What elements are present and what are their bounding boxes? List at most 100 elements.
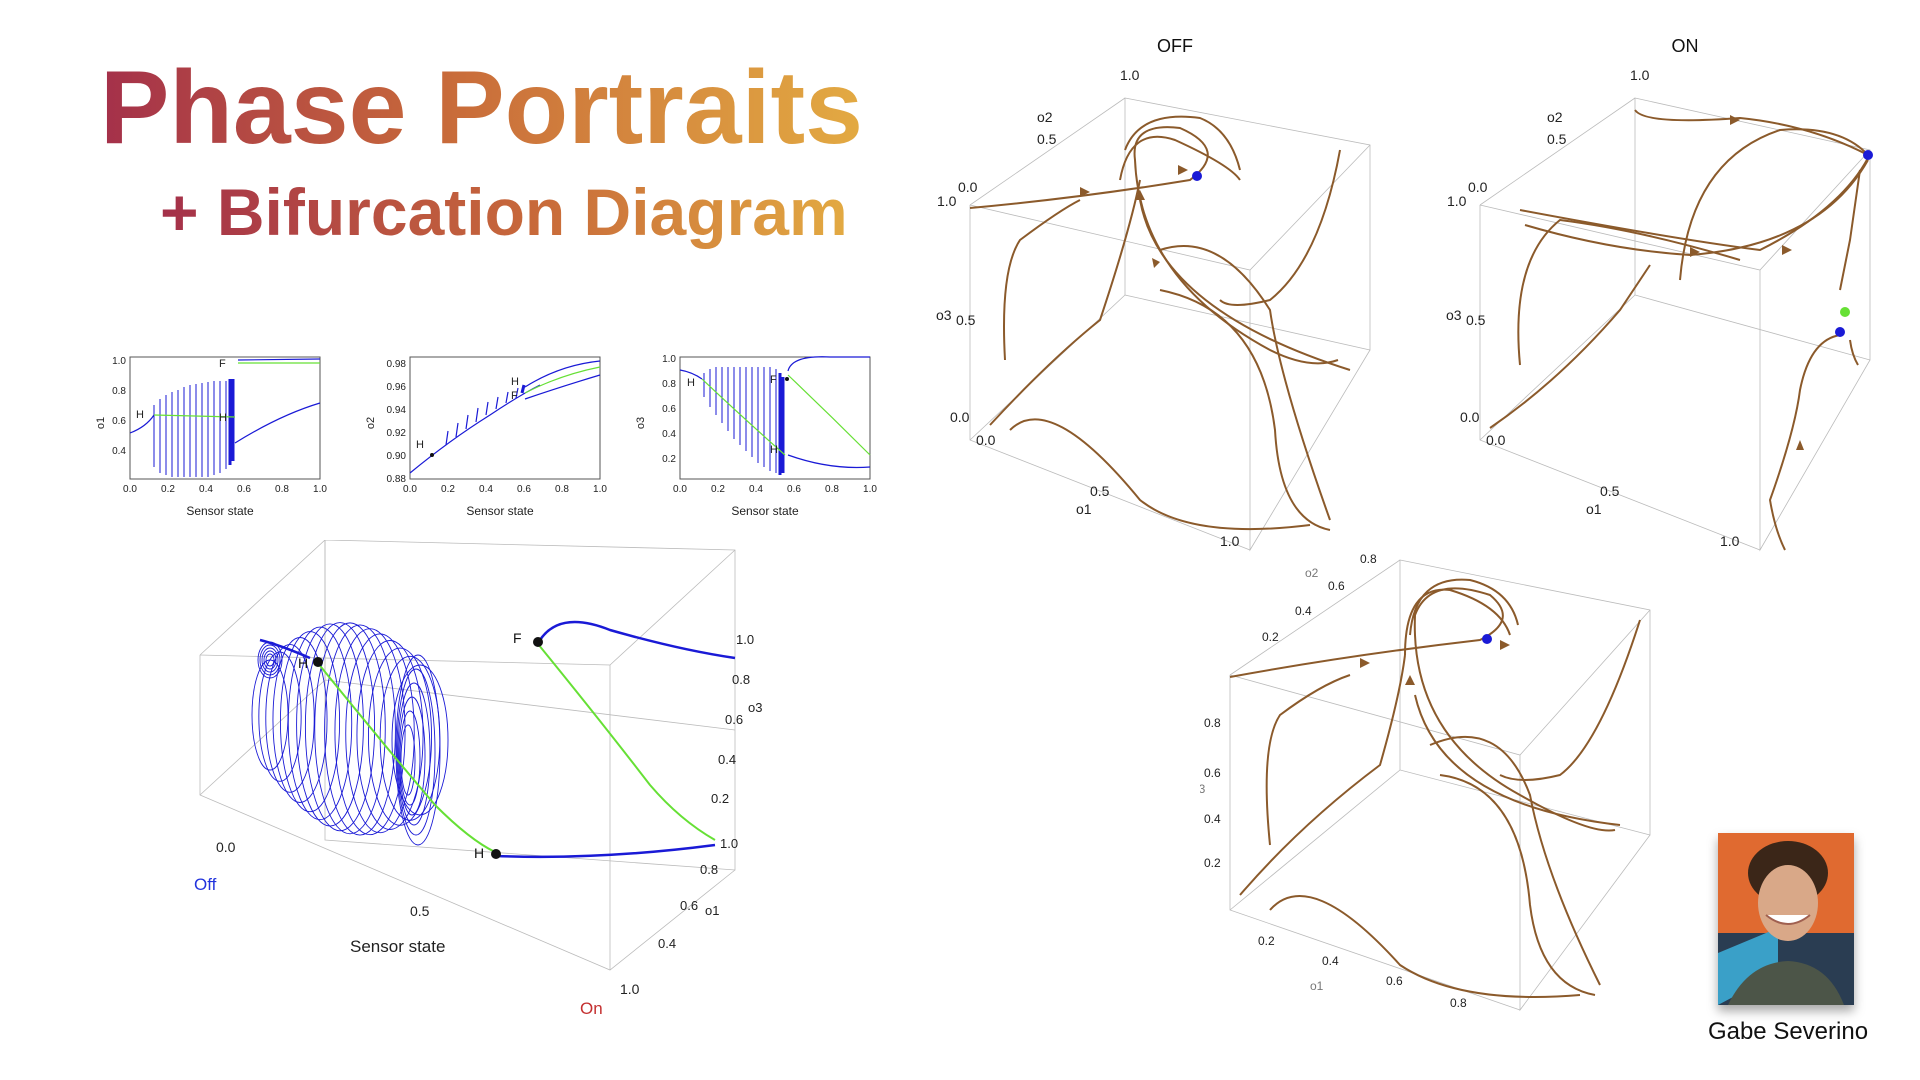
x-axis-label: Sensor state xyxy=(466,504,534,518)
o3-axis-label: o3 xyxy=(748,700,762,715)
x-tick: 0.6 xyxy=(517,484,531,495)
o2-tick: 1.0 xyxy=(1630,67,1650,83)
limit-cycle xyxy=(400,724,416,796)
hopf-mark: H xyxy=(219,412,227,424)
x-tick: 1.0 xyxy=(863,484,877,495)
o1-tick: 0.8 xyxy=(1450,996,1467,1010)
o2-tick: 1.0 xyxy=(1120,67,1140,83)
o3-tick: 0.6 xyxy=(725,712,743,727)
o1-axis-label: o1 xyxy=(1076,501,1092,517)
hopf-mark: H xyxy=(770,444,778,456)
limit-cycle xyxy=(396,668,436,836)
limit-cycle xyxy=(399,710,421,806)
limit-cycle xyxy=(259,644,281,676)
y-tick: 0.88 xyxy=(387,474,407,485)
o1-tick: 0.8 xyxy=(700,862,718,877)
x-tick: 0.8 xyxy=(275,484,289,495)
o1-tick: 1.0 xyxy=(1720,533,1740,549)
x-tick: 0.6 xyxy=(787,484,801,495)
limit-cycle xyxy=(314,622,386,835)
o1-axis-label: o1 xyxy=(705,903,719,918)
limit-cycle xyxy=(398,696,426,816)
x-tick: 0.0 xyxy=(123,484,137,495)
o3-tick: 1.0 xyxy=(937,193,957,209)
o2-tick: 0.2 xyxy=(1262,630,1279,644)
limit-cycle xyxy=(279,631,341,813)
x-tick: 0.6 xyxy=(237,484,251,495)
author-photo xyxy=(1718,833,1854,1005)
hopf-mark: H xyxy=(416,439,424,451)
bifurcation-plot-o1: H H F 1.0 0.8 0.6 0.4 0.0 0.2 0.4 0.6 0.… xyxy=(95,356,327,518)
x-tick: 0.4 xyxy=(479,484,493,495)
o2-tick: 0.4 xyxy=(1295,604,1312,618)
limit-cycle xyxy=(265,643,315,793)
slide-subtitle: + Bifurcation Diagram xyxy=(160,172,848,252)
y-tick: 0.8 xyxy=(112,386,126,397)
fold-mark: F xyxy=(513,630,522,646)
x-tick: 0.4 xyxy=(749,484,763,495)
o3-tick: 0.2 xyxy=(711,791,729,806)
x-tick: 0.2 xyxy=(161,484,175,495)
slide-title: Phase Portraits xyxy=(100,50,863,166)
hopf-mark: H xyxy=(687,377,695,389)
portrait-image xyxy=(1718,833,1854,1005)
o3-tick: 0.0 xyxy=(950,409,970,425)
y-tick: 0.94 xyxy=(387,405,407,416)
o1-tick: 0.2 xyxy=(1258,934,1275,948)
limit-cycle xyxy=(304,622,376,832)
o3-axis-label: o3 xyxy=(936,307,952,323)
phase-portrait-on: ON o2 1.0 0.5 0.0 1.0 0.5 o3 0.0 0.0 0.5… xyxy=(1446,36,1873,552)
limit-cycle xyxy=(334,628,406,836)
y-tick: 0.4 xyxy=(662,429,676,440)
limit-cycle xyxy=(397,682,431,826)
fold-mark: F xyxy=(511,390,518,402)
y-axis-label: o3 xyxy=(635,417,647,429)
limit-cycle xyxy=(368,647,432,826)
o3-tick: 0.6 xyxy=(1204,766,1221,780)
limit-cycle xyxy=(258,651,302,782)
y-tick: 0.2 xyxy=(662,454,676,465)
y-tick: 1.0 xyxy=(112,356,126,367)
phase-portrait-title: ON xyxy=(1672,36,1699,56)
y-tick: 0.96 xyxy=(387,382,407,393)
o2-tick: 0.6 xyxy=(1328,579,1345,593)
bifurcation-3d: H H F 0.0 0.5 1.0 Sensor state Off On 1.… xyxy=(194,540,762,1018)
limit-cycle xyxy=(261,647,279,673)
o3-tick: 1.0 xyxy=(1447,193,1467,209)
hopf-mark: H xyxy=(298,655,308,671)
o3-tick: 0.5 xyxy=(956,312,976,328)
o3-tick: 0.8 xyxy=(732,672,750,687)
o1-tick: 1.0 xyxy=(720,836,738,851)
limit-cycle-family xyxy=(251,622,449,846)
sensor-tick: 0.5 xyxy=(410,903,430,919)
o1-tick: 0.4 xyxy=(1322,954,1339,968)
x-tick: 0.2 xyxy=(441,484,455,495)
limit-cycle xyxy=(272,637,328,803)
phase-portrait-bottom: o2 0.8 0.6 0.4 0.2 0.8 0.6 o3 0.4 0.2 0.… xyxy=(1200,552,1651,1012)
o2-axis-label: o2 xyxy=(1037,109,1053,125)
limit-cycle xyxy=(263,650,277,670)
o1-axis-label: o1 xyxy=(1310,979,1324,993)
sensor-axis-label: Sensor state xyxy=(350,937,445,956)
o3-tick: 1.0 xyxy=(736,632,754,647)
author-name: Gabe Severino xyxy=(1707,1018,1869,1045)
off-label: Off xyxy=(194,875,217,894)
phase-portrait-off: OFF o2 1.0 0.5 0.0 1.0 0.5 o3 0.0 0.0 0.… xyxy=(936,36,1371,552)
x-tick: 0.0 xyxy=(673,484,687,495)
o3-tick: 0.4 xyxy=(718,752,736,767)
bifurcation-plot-o2: H H F 0.98 0.96 0.94 0.92 0.90 0.88 0.0 … xyxy=(365,356,607,518)
fold-mark: F xyxy=(219,358,226,370)
x-tick: 1.0 xyxy=(313,484,327,495)
limit-cycle xyxy=(356,640,424,830)
limit-cycle xyxy=(324,624,396,836)
o1-axis-label: o1 xyxy=(1586,501,1602,517)
o1-tick: 0.5 xyxy=(1600,483,1620,499)
y-tick: 0.6 xyxy=(662,404,676,415)
o2-tick: 0.0 xyxy=(958,179,978,195)
o1-tick: 0.5 xyxy=(1090,483,1110,499)
on-label: On xyxy=(580,999,603,1018)
y-tick: 1.0 xyxy=(662,354,676,365)
limit-cycle xyxy=(379,655,441,821)
o2-axis-label: o2 xyxy=(1547,109,1563,125)
o1-tick: 0.0 xyxy=(976,432,996,448)
